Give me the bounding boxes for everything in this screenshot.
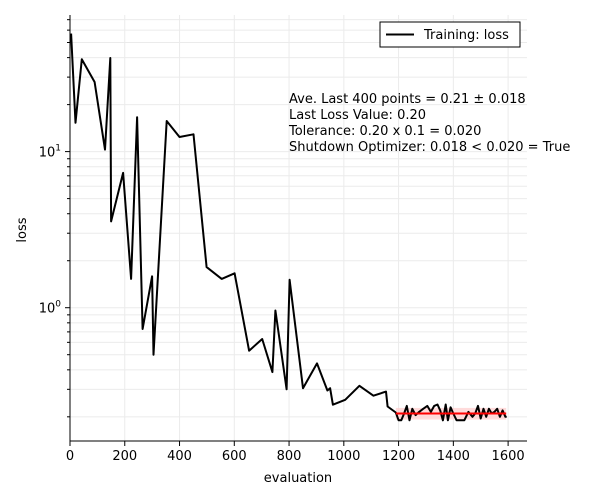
series-group xyxy=(70,33,507,422)
x-axis-label: evaluation xyxy=(264,471,332,486)
legend-box xyxy=(379,21,521,48)
x-tick-label: 600 xyxy=(222,449,247,464)
x-tick-label: 1000 xyxy=(327,449,360,464)
x-tick-label: 1200 xyxy=(382,449,415,464)
legend: Training: loss xyxy=(379,21,521,48)
annotation-line-2: Last Loss Value: 0.20 xyxy=(289,108,426,123)
x-tick-label: 800 xyxy=(277,449,302,464)
legend-label: Training: loss xyxy=(423,28,509,43)
x-tick-label: 1600 xyxy=(492,449,525,464)
y-tick-label: 100 xyxy=(39,300,62,317)
y-axis-label: loss xyxy=(15,217,30,242)
annotation-line-4: Shutdown Optimizer: 0.018 < 0.020 = True xyxy=(289,140,570,155)
grid xyxy=(69,15,527,441)
x-tick-label: 1400 xyxy=(437,449,470,464)
annotation-text: Ave. Last 400 points = 0.21 ± 0.018 Last… xyxy=(288,92,570,155)
axes: 0 200 400 600 800 1000 1200 1400 1600 100 101 xyxy=(39,15,527,464)
x-tick-label: 0 xyxy=(66,449,74,464)
annotation-line-3: Tolerance: 0.20 x 0.1 = 0.020 xyxy=(288,124,481,139)
y-tick-label: 101 xyxy=(39,144,61,161)
x-tick-label: 400 xyxy=(167,449,192,464)
x-tick-label: 200 xyxy=(112,449,137,464)
annotation-line-1: Ave. Last 400 points = 0.21 ± 0.018 xyxy=(289,92,526,107)
